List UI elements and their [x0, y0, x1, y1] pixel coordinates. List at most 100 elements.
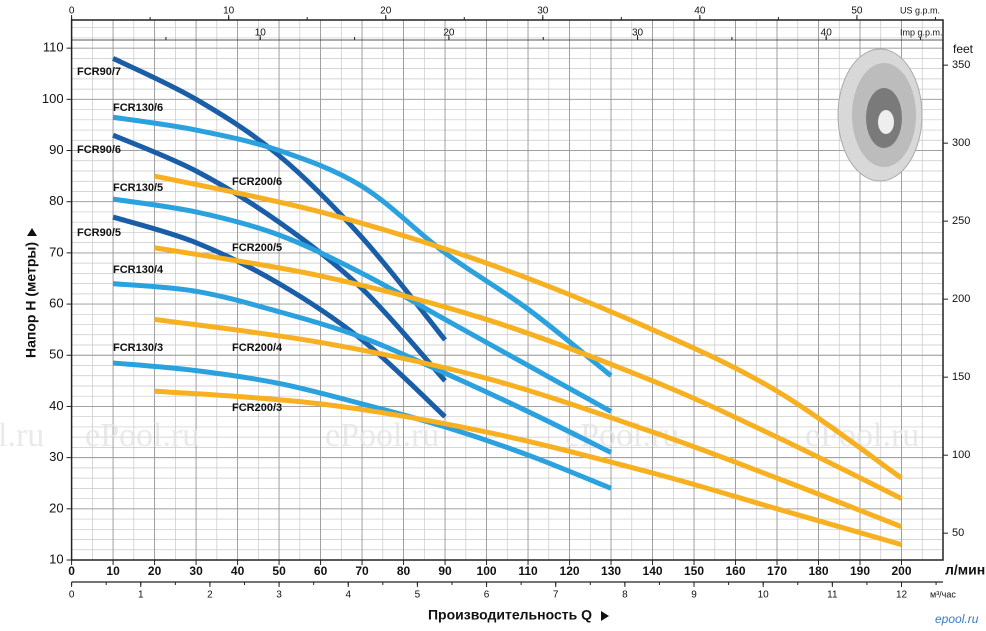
curve-label: FCR200/6 [232, 176, 282, 188]
y2-unit: feet [953, 42, 974, 56]
y2-tick-label: 300 [952, 137, 970, 149]
curve [112, 214, 447, 419]
x-tick-label: 160 [726, 564, 746, 578]
extra-x-tick-label: 50 [851, 6, 863, 17]
y2-tick-label: 350 [952, 59, 970, 71]
extra-x-tick-label: 8 [622, 590, 628, 601]
curve-label: FCR200/4 [232, 342, 283, 354]
x-axis-title: Производительность Q [428, 607, 592, 623]
extra-x-tick-label: 2 [207, 590, 213, 601]
x-tick-label: 200 [891, 564, 911, 578]
curve-label: FCR200/3 [232, 402, 282, 414]
extra-x-tick-label: 5 [415, 590, 421, 601]
y-tick-label: 80 [49, 193, 63, 208]
extra-x-tick-label: 12 [896, 590, 908, 601]
y-axis-title: Напор H (метры) [23, 242, 39, 358]
x-tick-label: 20 [148, 564, 162, 578]
extra-x-tick-label: 6 [484, 590, 490, 601]
watermark: ePool.ru [85, 417, 199, 454]
y2-tick-label: 250 [952, 215, 970, 227]
x-tick-label: 50 [272, 564, 286, 578]
y-tick-label: 70 [49, 244, 63, 259]
curve-label: FCR130/3 [113, 342, 163, 354]
extra-x-unit: м³/час [930, 589, 956, 599]
x-tick-label: 70 [355, 564, 369, 578]
curve-label: FCR90/6 [77, 144, 121, 156]
curve [112, 196, 613, 414]
x-arrow [601, 611, 609, 621]
curve [112, 360, 612, 491]
x-tick-label: 30 [189, 564, 203, 578]
extra-x-tick-label: 11 [827, 590, 838, 601]
x-tick-label: 100 [477, 564, 497, 578]
curves [111, 56, 903, 548]
extra-x-tick-label: 20 [443, 28, 455, 39]
y2-tick-label: 200 [952, 293, 970, 305]
curve [154, 316, 903, 530]
extra-x-tick-label: 10 [758, 590, 770, 601]
extra-x-tick-label: 4 [345, 590, 351, 601]
curve-label: FCR130/5 [113, 182, 163, 194]
extra-x-tick-label: 3 [276, 590, 282, 601]
curve [154, 388, 903, 548]
curve [154, 245, 903, 501]
extra-x-tick-label: 1 [138, 590, 144, 601]
impeller [837, 48, 923, 182]
extra-x-tick-label: 30 [632, 28, 644, 39]
x-tick-label: 170 [767, 564, 787, 578]
axes: 0 10 20 30 40 50 60 70 80 90 100 110 120 130 140 150 160… [42, 5, 970, 600]
curve-label: FCR130/6 [113, 102, 163, 114]
watermark: ePool.ru [0, 417, 44, 454]
x-tick-label: 80 [397, 564, 411, 578]
x-tick-label: 120 [560, 564, 580, 578]
x-tick-label: 40 [231, 564, 245, 578]
curve-label: FCR90/7 [77, 66, 121, 78]
curve-label: FCR130/4 [113, 264, 164, 276]
plot-frame [70, 19, 944, 561]
watermark: ePool.ru [325, 417, 439, 454]
y-tick-label: 20 [49, 500, 63, 515]
x-tick-label: 150 [684, 564, 704, 578]
extra-x-tick-label: 7 [553, 590, 559, 601]
curve [154, 173, 903, 481]
extra-x-tick-label: 0 [69, 590, 75, 601]
extra-x-tick-label: 0 [69, 6, 75, 17]
extra-x-tick-label: 20 [380, 6, 392, 17]
y-tick-label: 30 [49, 449, 63, 464]
extra-x-tick-label: 30 [537, 6, 549, 17]
extra-x-unit: US g.p.m. [900, 5, 940, 15]
x-tick-label: 0 [68, 564, 75, 578]
y-arrow [27, 228, 37, 236]
x-tick-label: 180 [808, 564, 828, 578]
x-unit: л/мин [945, 562, 985, 578]
x-tick-label: 90 [438, 564, 452, 578]
x-tick-label: 110 [518, 564, 538, 578]
extra-x-tick-label: 10 [255, 28, 267, 39]
extra-x-tick-label: 9 [691, 590, 697, 601]
y-tick-label: 60 [49, 296, 63, 311]
curve [112, 114, 613, 378]
y-tick-label: 110 [43, 40, 64, 55]
extra-x-tick-label: 40 [694, 6, 706, 17]
x-tick-label: 190 [850, 564, 870, 578]
y2-tick-label: 50 [952, 527, 964, 539]
y-tick-label: 40 [49, 398, 63, 413]
extra-x-tick-label: 40 [821, 28, 833, 39]
extra-x-tick-label: 10 [223, 6, 235, 17]
curve [111, 56, 447, 342]
y-tick-label: 50 [49, 347, 63, 362]
y2-tick-label: 100 [952, 449, 970, 461]
curve-label: FCR200/5 [232, 242, 282, 254]
y-tick-label: 90 [49, 142, 63, 157]
y2-tick-label: 150 [952, 371, 970, 383]
curve [112, 281, 613, 455]
y-tick-label: 100 [42, 91, 64, 106]
x-tick-label: 10 [106, 564, 120, 578]
x-tick-label: 60 [314, 564, 328, 578]
footer: epool.ru [935, 612, 979, 626]
y-tick-label: 10 [49, 551, 63, 566]
extra-x-unit: Imp g.p.m. [900, 27, 943, 37]
curve-label: FCR90/5 [77, 227, 121, 239]
curve [112, 132, 447, 383]
